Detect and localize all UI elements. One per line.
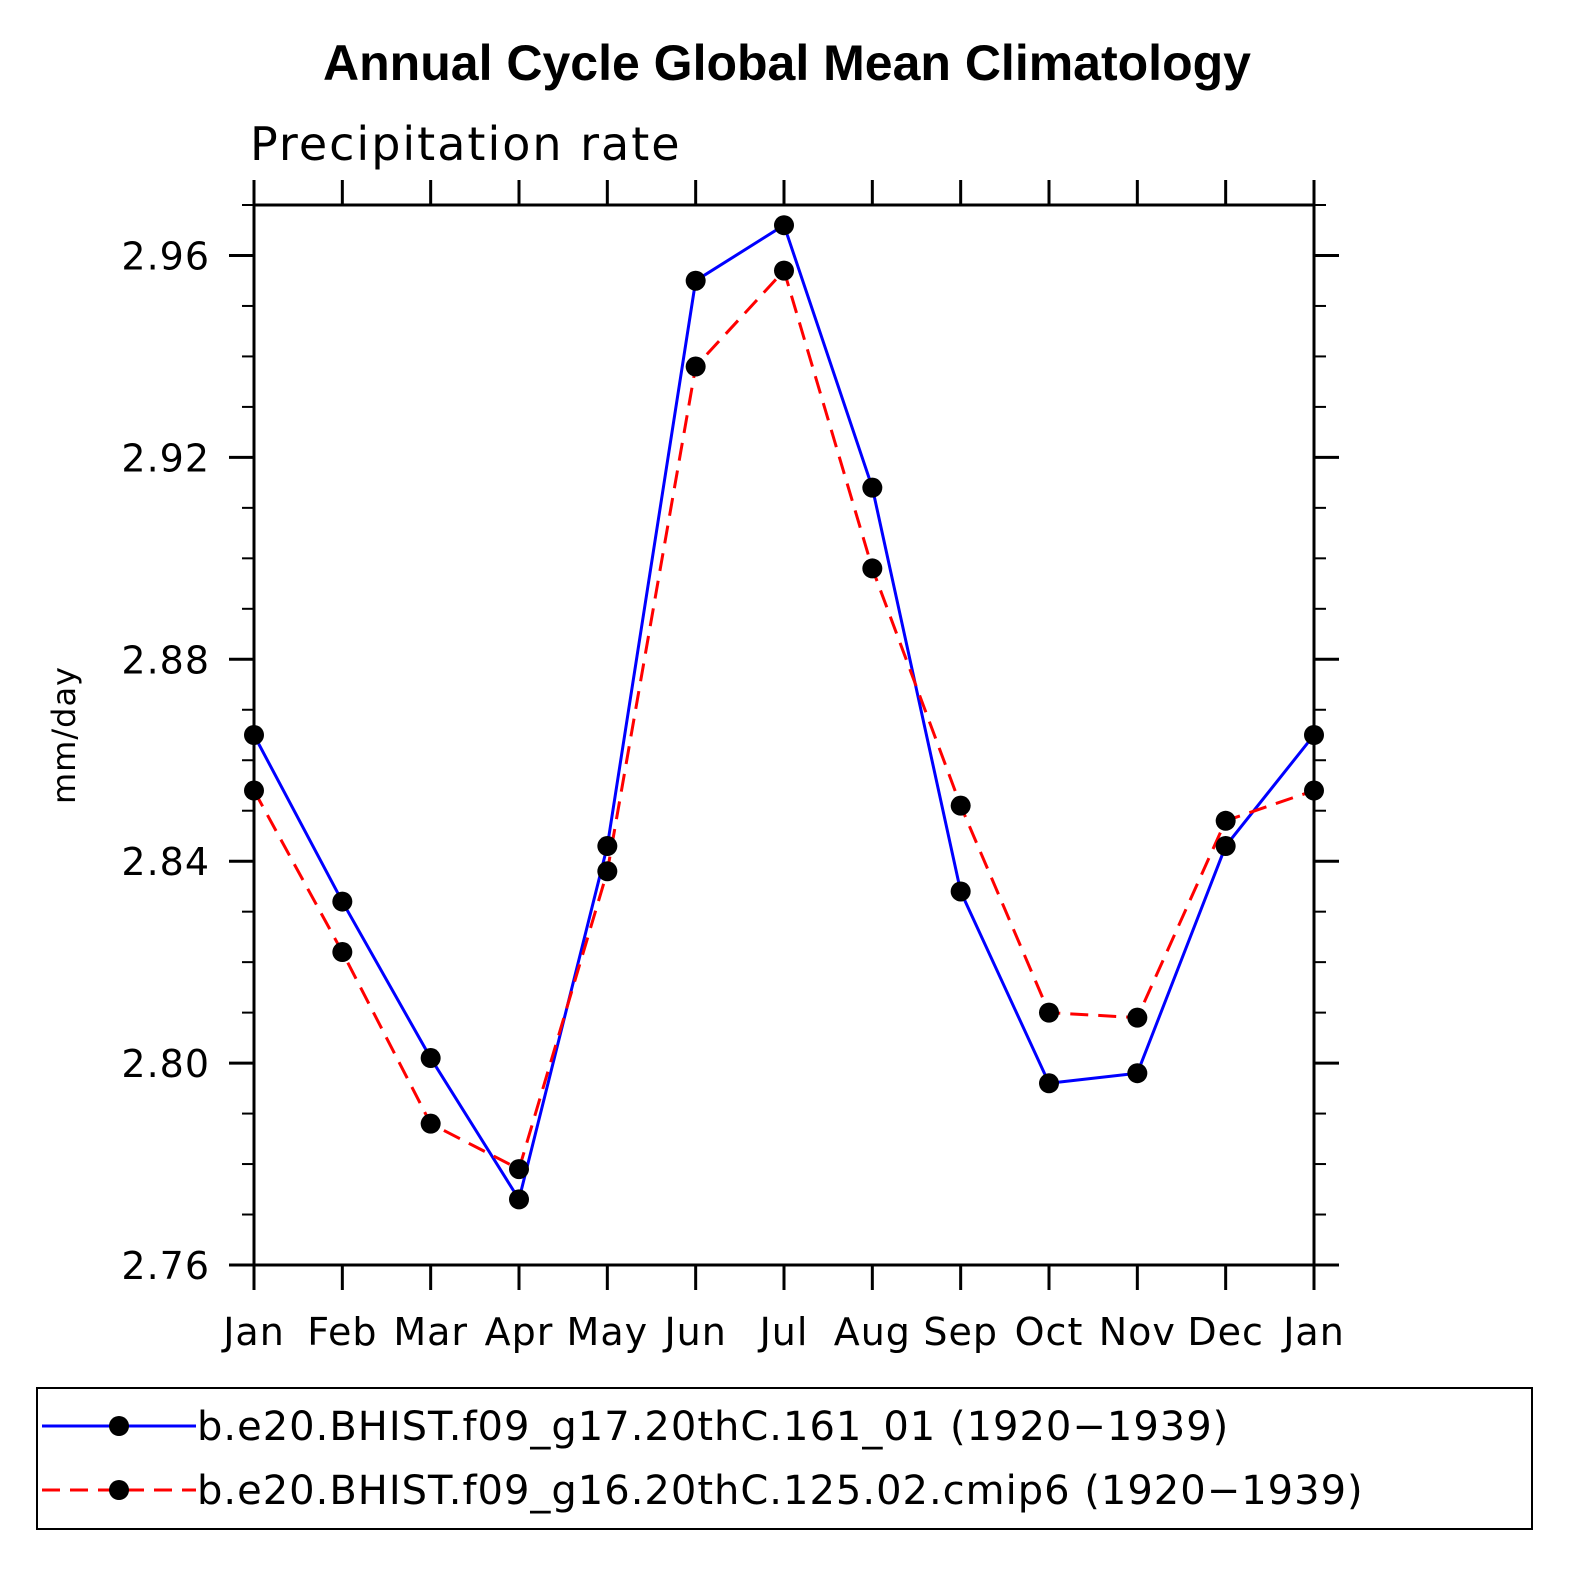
legend-marker-series-2 [109, 1480, 129, 1500]
series-1-point [862, 477, 883, 498]
x-tick-label: Feb [307, 1310, 377, 1354]
axis-ticks: Jan Feb Mar Apr May Jun Jul Aug Sep Oct Nov Dec Jan2… [121, 180, 1344, 1354]
series-2-point [332, 942, 353, 963]
series-1-point [597, 836, 618, 857]
x-tick-label: Nov [1099, 1310, 1176, 1354]
legend: b.e20.BHIST.f09_g17.20thC.161_01 (1920−1… [36, 1387, 1533, 1530]
series-2-point [862, 558, 883, 579]
series-2-point [244, 780, 264, 801]
x-tick-label: Aug [834, 1310, 911, 1354]
x-tick-label: May [567, 1310, 649, 1354]
y-tick-label: 2.80 [121, 1042, 210, 1086]
series-layer [244, 215, 1324, 1210]
y-tick-label: 2.76 [121, 1244, 210, 1288]
legend-label-series-2: b.e20.BHIST.f09_g16.20thC.125.02.cmip6 (… [197, 1468, 1364, 1514]
legend-marker-series-1 [109, 1416, 129, 1436]
y-tick-label: 2.84 [121, 840, 210, 884]
series-line-1 [252, 222, 1316, 1204]
x-tick-label: Jun [662, 1310, 726, 1354]
legend-label-series-1: b.e20.BHIST.f09_g17.20thC.161_01 (1920−1… [197, 1404, 1229, 1450]
series-1-point [950, 881, 971, 902]
x-tick-label: Sep [923, 1310, 998, 1354]
x-tick-label: Jan [221, 1310, 285, 1354]
series-2-point [420, 1113, 441, 1134]
series-2-point [1039, 1002, 1059, 1023]
series-2-point [1215, 810, 1236, 831]
legend-box [36, 1387, 1533, 1530]
series-1-point [509, 1189, 529, 1210]
series-1-point [774, 215, 794, 236]
series-1-point [1039, 1073, 1059, 1094]
series-1-point [685, 270, 706, 291]
x-tick-label: Dec [1187, 1310, 1264, 1354]
x-tick-label: Mar [393, 1310, 468, 1354]
series-1-point [1215, 836, 1236, 857]
series-1-point [1127, 1063, 1148, 1084]
chart-subtitle: Precipitation rate [250, 117, 682, 171]
series-1-point [1304, 725, 1324, 745]
series-2-point [774, 260, 794, 281]
x-tick-label: Jan [1281, 1310, 1345, 1354]
x-tick-label: Apr [485, 1310, 554, 1354]
y-tick-label: 2.88 [121, 638, 210, 682]
y-tick-label: 2.96 [121, 234, 210, 278]
series-2-point [509, 1159, 529, 1180]
series-2-point [597, 861, 618, 882]
series-1-point [420, 1048, 441, 1069]
series-2-point [1304, 780, 1324, 801]
y-tick-label: 2.92 [121, 436, 210, 480]
series-2-point [1127, 1007, 1148, 1028]
series-line-2 [252, 267, 1315, 1172]
x-tick-label: Oct [1015, 1310, 1084, 1354]
series-2-point [950, 795, 971, 816]
chart-title: Annual Cycle Global Mean Climatology [323, 35, 1251, 91]
series-1-point [244, 725, 264, 745]
y-axis-label: mm/day [45, 666, 83, 804]
series-1-point [332, 891, 353, 912]
series-2-point [685, 356, 706, 377]
plot-frame [252, 203, 1316, 1267]
x-tick-label: Jul [758, 1310, 809, 1354]
